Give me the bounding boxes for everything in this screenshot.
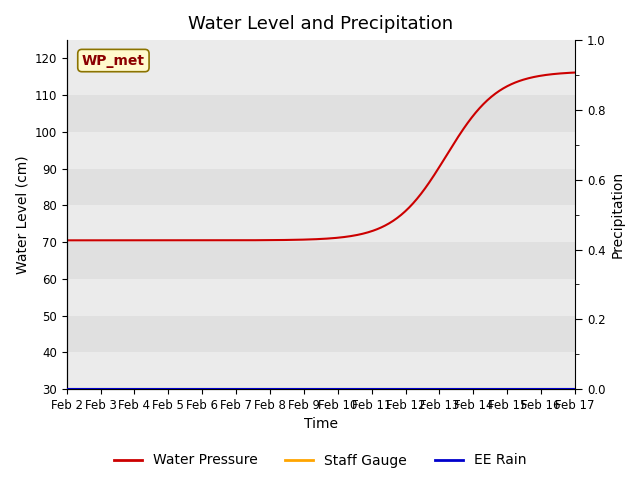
Water Pressure xyxy=(96,238,104,243)
Staff Gauge xyxy=(571,386,579,392)
Bar xyxy=(67,168,575,205)
EE Rain xyxy=(80,386,88,392)
Text: WP_met: WP_met xyxy=(82,54,145,68)
Staff Gauge xyxy=(80,386,88,392)
Bar xyxy=(67,316,575,352)
EE Rain xyxy=(425,386,433,392)
Bar xyxy=(67,352,575,389)
Y-axis label: Water Level (cm): Water Level (cm) xyxy=(15,156,29,274)
X-axis label: Time: Time xyxy=(304,418,338,432)
Water Pressure xyxy=(324,236,332,241)
Staff Gauge xyxy=(501,386,509,392)
EE Rain xyxy=(501,386,509,392)
Water Pressure xyxy=(63,238,70,243)
Water Pressure xyxy=(567,70,575,76)
Staff Gauge xyxy=(425,386,433,392)
Bar xyxy=(67,95,575,132)
Water Pressure xyxy=(425,180,433,186)
EE Rain xyxy=(571,386,579,392)
Title: Water Level and Precipitation: Water Level and Precipitation xyxy=(188,15,453,33)
Water Pressure xyxy=(501,84,509,90)
Water Pressure xyxy=(571,70,579,75)
Staff Gauge xyxy=(567,386,575,392)
EE Rain xyxy=(324,386,332,392)
Bar xyxy=(67,205,575,242)
Staff Gauge xyxy=(96,386,104,392)
EE Rain xyxy=(63,386,70,392)
Y-axis label: Precipitation: Precipitation xyxy=(611,171,625,258)
Line: Water Pressure: Water Pressure xyxy=(67,72,575,240)
Staff Gauge xyxy=(63,386,70,392)
Staff Gauge xyxy=(324,386,332,392)
EE Rain xyxy=(96,386,104,392)
Legend: Water Pressure, Staff Gauge, EE Rain: Water Pressure, Staff Gauge, EE Rain xyxy=(108,448,532,473)
Bar xyxy=(67,279,575,316)
EE Rain xyxy=(567,386,575,392)
Bar xyxy=(67,242,575,279)
Bar xyxy=(67,132,575,168)
Bar xyxy=(67,59,575,95)
Water Pressure xyxy=(80,238,88,243)
